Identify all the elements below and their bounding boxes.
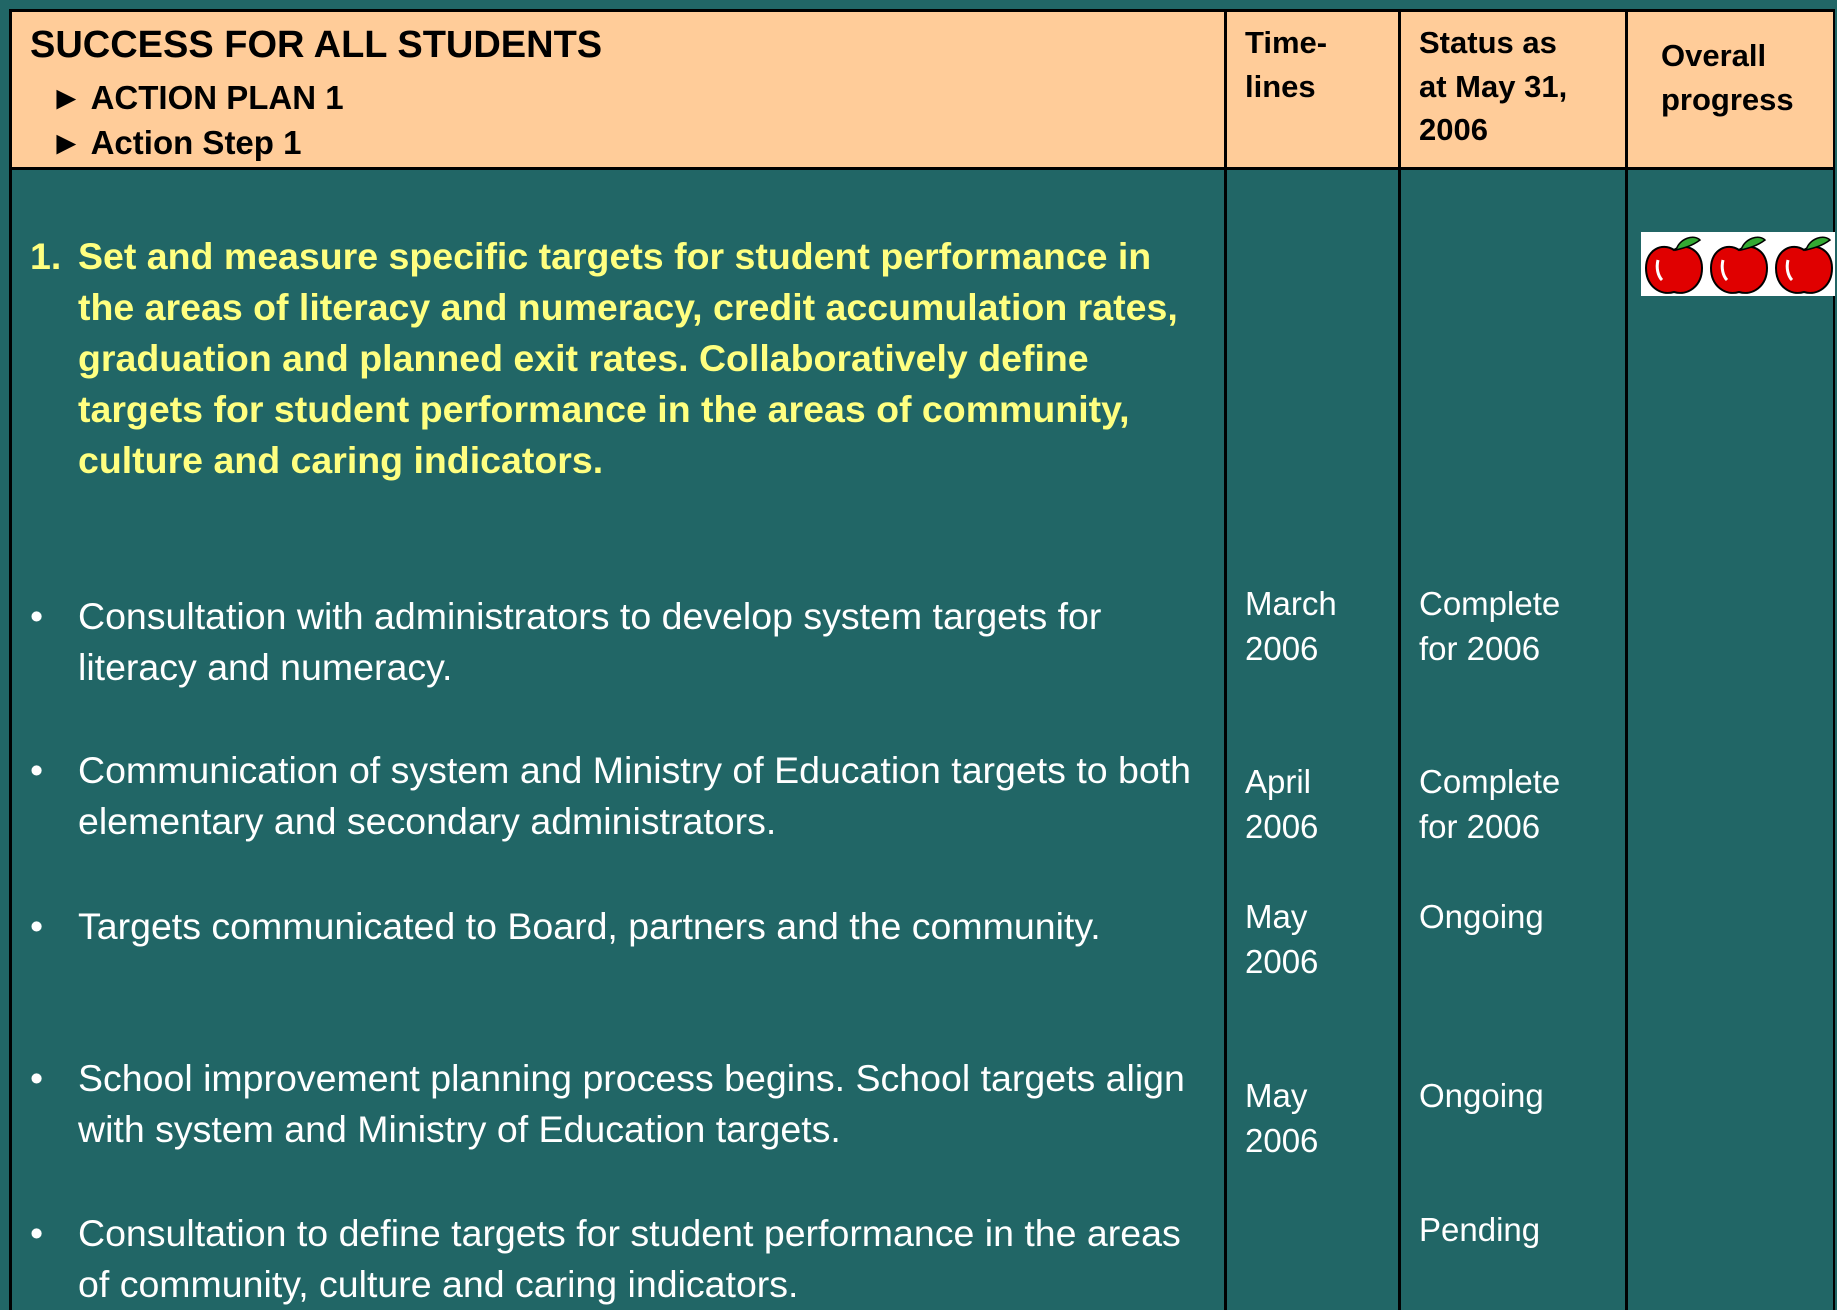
header-item: ► Action Step 1 [50, 124, 302, 161]
column-header-line: progress [1661, 81, 1794, 117]
bullet: • [30, 905, 44, 947]
status-line: Complete [1419, 763, 1561, 800]
status: Complete for 2006 [1419, 759, 1560, 849]
progress-rating [1641, 232, 1835, 296]
timeline-line: April [1245, 763, 1312, 800]
timeline-line: 2006 [1245, 943, 1319, 980]
timeline-line: May [1245, 898, 1308, 935]
status-line: for 2006 [1419, 630, 1541, 667]
column-header: Status as at May 31, 2006 [1419, 21, 1567, 152]
bullet: • [30, 749, 44, 791]
timeline: May 2006 [1245, 1073, 1318, 1163]
column-header-line: Time- [1245, 25, 1328, 60]
apple-icons [1644, 236, 1834, 294]
column-header-line: at May 31, [1419, 68, 1568, 104]
column-rule [1224, 9, 1227, 1310]
timeline: May 2006 [1245, 894, 1318, 984]
status-line: Complete [1419, 585, 1561, 622]
timeline: March 2006 [1245, 581, 1337, 671]
status: Ongoing [1419, 894, 1544, 939]
apple [1644, 236, 1704, 294]
timeline-line: 2006 [1245, 808, 1319, 845]
action-text: Communication of system and Ministry of … [78, 749, 1192, 842]
status: Ongoing [1419, 1073, 1544, 1118]
action-text: Targets communicated to Board, partners … [78, 905, 1101, 947]
bullet: • [30, 595, 44, 637]
status-line: Pending [1419, 1211, 1541, 1248]
timeline-line: 2006 [1245, 630, 1319, 667]
apple [1709, 236, 1769, 294]
status: Pending [1419, 1207, 1540, 1252]
objective-number: 1. [30, 235, 62, 277]
bullet: • [30, 1212, 44, 1254]
action-text: Consultation to define targets for stude… [78, 1212, 1181, 1305]
action-text: School improvement planning process begi… [78, 1057, 1185, 1150]
apple [1774, 236, 1834, 294]
timeline-line: 2006 [1245, 1122, 1319, 1159]
header-items: ► ACTION PLAN 1 ► Action Step 1 [50, 75, 344, 165]
status-line: Ongoing [1419, 898, 1544, 935]
status-line: for 2006 [1419, 808, 1541, 845]
timeline: April 2006 [1245, 759, 1318, 849]
column-header-line: Overall [1661, 38, 1767, 73]
column-header: Overall progress [1661, 34, 1794, 121]
table-border [9, 9, 1835, 1310]
header-rule [9, 167, 1835, 170]
column-header: Time-lines [1245, 21, 1327, 108]
timeline-line: May [1245, 1077, 1308, 1114]
action-text: Consultation with administrators to deve… [78, 595, 1102, 688]
header-item: ► ACTION PLAN 1 [50, 79, 344, 116]
column-header-line: Status as [1419, 25, 1557, 60]
column-rule [1625, 9, 1628, 1310]
status-line: Ongoing [1419, 1077, 1544, 1114]
timeline-line: March [1245, 585, 1337, 622]
header-band [9, 9, 1835, 168]
column-header-line: lines [1245, 68, 1316, 104]
objective-text: Set and measure specific targets for stu… [78, 235, 1178, 481]
status: Complete for 2006 [1419, 581, 1560, 671]
column-header-line: 2006 [1419, 112, 1488, 147]
bullet: • [30, 1057, 44, 1099]
header-title: SUCCESS FOR ALL STUDENTS [30, 24, 603, 66]
column-rule [1398, 9, 1401, 1310]
